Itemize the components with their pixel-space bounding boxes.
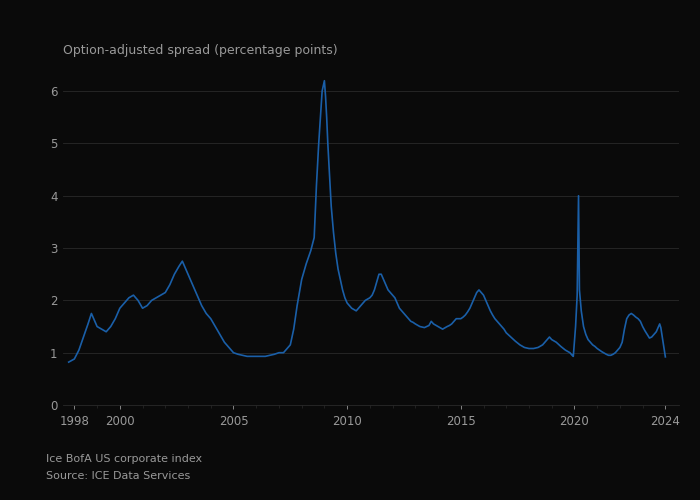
Text: Source: ICE Data Services: Source: ICE Data Services [46,471,190,481]
Text: Option-adjusted spread (percentage points): Option-adjusted spread (percentage point… [63,44,337,57]
Text: Ice BofA US corporate index: Ice BofA US corporate index [46,454,202,464]
